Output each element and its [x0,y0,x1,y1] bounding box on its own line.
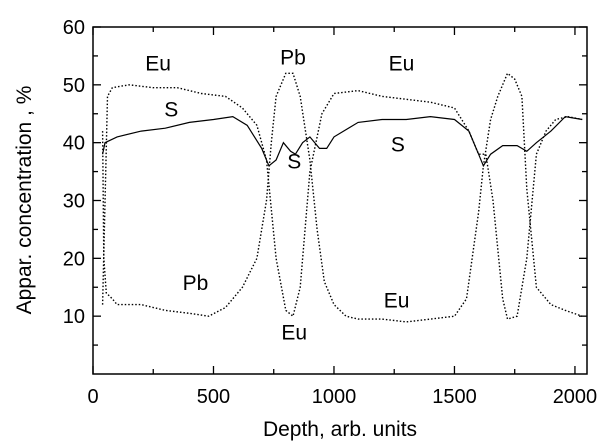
x-axis-title: Depth, arb. units [263,418,417,441]
x-tick-label: 1000 [312,386,357,408]
annotation-s: S [287,151,301,174]
annotation-pb: Pb [183,272,209,295]
y-tick-label: 20 [63,248,85,270]
y-tick-label: 10 [63,306,85,328]
y-tick-label: 50 [63,75,85,97]
series-line-eu [101,84,583,320]
annotation-s: S [391,133,405,156]
annotation-pb: Pb [280,47,306,70]
y-axis-title: Appar. concentration , % [13,86,36,315]
plot-frame [92,26,588,375]
y-tick-label: 30 [63,191,85,213]
annotation-eu: Eu [384,289,410,312]
annotation-eu: Eu [281,321,307,344]
x-tick-label: 500 [197,386,230,408]
annotation-s: S [164,99,178,122]
annotation-eu: Eu [389,52,415,75]
x-tick-label: 2000 [553,386,598,408]
y-tick-label: 60 [63,17,85,39]
series-line-s [102,115,583,168]
y-tick-label: 40 [63,133,85,155]
annotation-layer: Eu S Pb Eu S S Pb Eu Eu [145,47,414,345]
annotation-eu: Eu [145,52,171,75]
series-layer [101,72,583,323]
series-line-pb [101,72,583,323]
axis-ticks: 0 500 1000 1500 2000 10 20 30 40 50 60 [63,17,597,408]
x-tick-label: 1500 [432,386,477,408]
x-tick-label: 0 [87,386,98,408]
